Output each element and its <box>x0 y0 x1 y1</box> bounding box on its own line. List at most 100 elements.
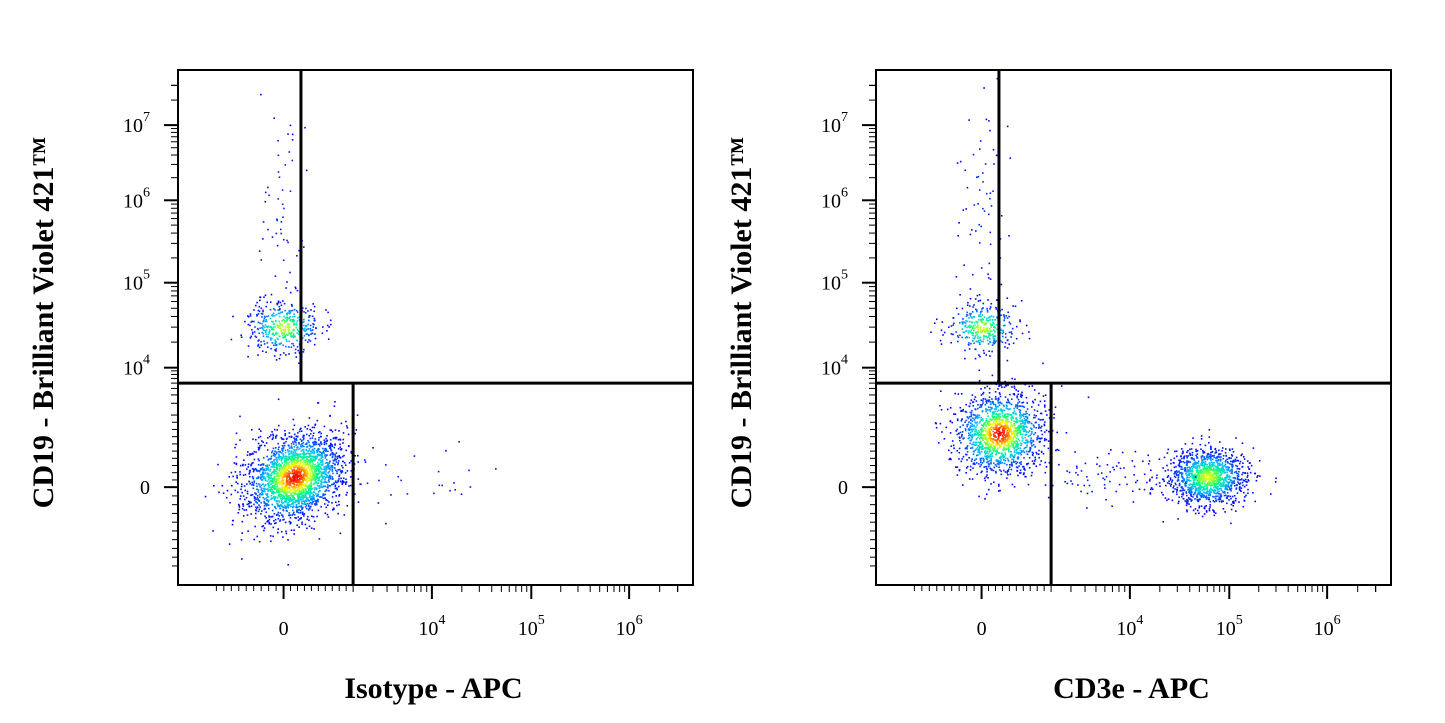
event-dot <box>315 455 317 458</box>
event-dot <box>315 443 317 446</box>
event-dot <box>279 487 281 490</box>
event-dot <box>253 468 256 471</box>
event-dot <box>1020 414 1023 416</box>
event-dot <box>283 474 285 477</box>
event-dot <box>270 466 273 468</box>
event-dot <box>1004 438 1006 441</box>
event-dot <box>1187 455 1189 457</box>
event-dot <box>294 323 296 326</box>
event-dot <box>242 503 244 506</box>
event-dot <box>1027 421 1029 423</box>
event-dot <box>317 468 319 471</box>
event-dot <box>311 449 314 451</box>
event-dot <box>1007 424 1009 427</box>
event-dot <box>956 474 959 476</box>
event-dot <box>282 344 284 347</box>
event-dot <box>253 481 255 484</box>
event-dot <box>1006 432 1009 434</box>
event-dot <box>985 418 988 420</box>
event-dot <box>985 408 987 410</box>
event-dot <box>1201 464 1203 466</box>
event-dot <box>283 207 285 210</box>
event-dot <box>305 495 307 498</box>
event-dot <box>988 424 990 427</box>
event-dot <box>970 428 972 431</box>
event-dot <box>320 443 323 445</box>
event-dot <box>294 501 297 504</box>
event-dot <box>1016 442 1019 444</box>
event-dot <box>312 493 314 496</box>
event-dot <box>280 232 282 235</box>
event-dot <box>980 405 983 407</box>
event-dot <box>325 499 327 501</box>
event-dot <box>982 457 984 460</box>
event-dot <box>313 447 316 450</box>
event-dot <box>987 437 990 439</box>
event-dot <box>971 429 974 431</box>
event-dot <box>303 318 305 321</box>
event-dot <box>333 482 335 484</box>
event-dot <box>269 477 272 479</box>
event-dot <box>257 345 259 347</box>
event-dot <box>271 480 273 482</box>
event-dot <box>997 428 999 431</box>
event-dot <box>962 484 964 486</box>
event-dot <box>1003 428 1005 430</box>
event-dot <box>306 491 309 494</box>
event-dot <box>310 468 313 471</box>
event-dot <box>1167 498 1170 500</box>
event-dot <box>1002 427 1004 429</box>
event-dot <box>285 476 287 478</box>
event-dot <box>1005 448 1007 450</box>
event-dot <box>338 478 340 480</box>
event-dot <box>310 498 312 501</box>
event-dot <box>266 326 269 329</box>
event-dot <box>297 472 300 474</box>
event-dot <box>297 497 300 500</box>
event-dot <box>331 466 334 469</box>
event-dot <box>306 433 308 436</box>
event-dot <box>997 405 999 408</box>
event-dot <box>335 452 338 454</box>
event-dot <box>956 419 959 422</box>
event-dot <box>305 503 307 506</box>
event-dot <box>278 327 281 329</box>
event-dot <box>311 497 314 500</box>
event-dot <box>1007 418 1009 421</box>
event-dot <box>1180 468 1182 470</box>
event-dot <box>337 479 339 482</box>
event-dot <box>270 540 272 543</box>
event-dot <box>990 483 992 485</box>
event-dot <box>286 469 289 472</box>
event-dot <box>974 433 976 436</box>
event-dot <box>278 325 281 327</box>
event-dot <box>261 322 263 325</box>
event-dot <box>997 452 1000 454</box>
event-dot <box>333 491 336 493</box>
event-dot <box>1017 398 1020 401</box>
event-dot <box>1040 451 1043 454</box>
event-dot <box>979 465 981 468</box>
event-dot <box>975 434 978 436</box>
event-dot <box>349 484 352 487</box>
event-dot <box>309 445 311 447</box>
event-dot <box>996 410 999 412</box>
event-dot <box>282 487 284 489</box>
event-dot <box>1006 437 1009 440</box>
event-dot <box>980 430 983 433</box>
event-dot <box>1192 437 1194 439</box>
event-dot <box>249 482 251 485</box>
event-dot <box>334 429 337 431</box>
event-dot <box>268 464 271 466</box>
event-dot <box>327 504 329 506</box>
event-dot <box>1004 434 1006 436</box>
event-dot <box>280 479 283 482</box>
event-dot <box>1002 435 1004 437</box>
event-dot <box>301 449 304 451</box>
event-dot <box>328 465 330 467</box>
event-dot <box>325 506 328 509</box>
event-dot <box>260 489 262 491</box>
event-dot <box>299 455 302 458</box>
event-dot <box>268 329 271 331</box>
event-dot <box>981 428 984 431</box>
